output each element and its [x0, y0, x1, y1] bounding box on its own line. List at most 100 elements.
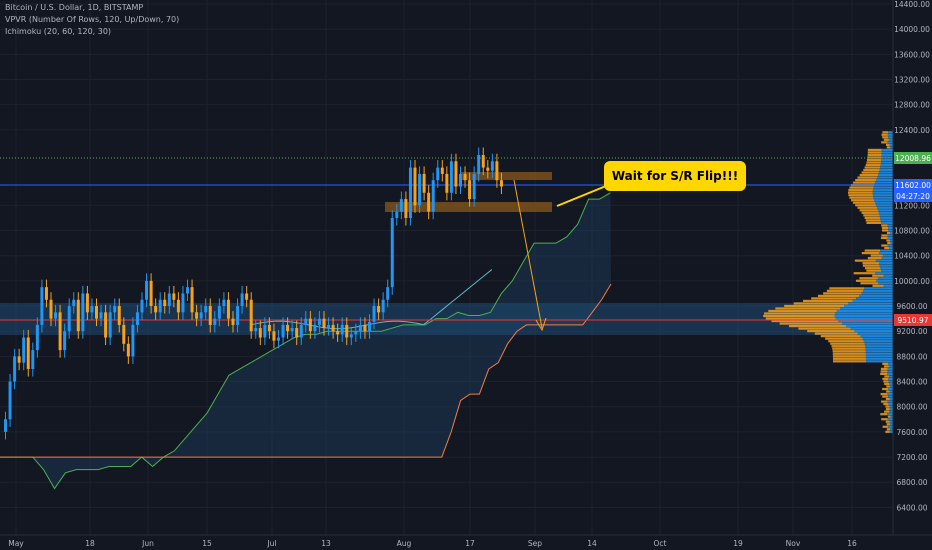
volume-bar-down	[886, 408, 890, 410]
volume-bar-down	[863, 262, 880, 264]
volume-bar-down	[883, 380, 888, 382]
y-tick-label: 8400.00	[896, 378, 927, 387]
volume-bar-down	[862, 171, 879, 173]
candle-body	[150, 281, 153, 306]
candle-body	[68, 306, 71, 331]
volume-bar-down	[887, 428, 890, 430]
volume-bar-down	[829, 287, 864, 289]
y-tick-label: 10400.00	[894, 252, 930, 261]
candle-body	[286, 325, 289, 331]
volume-bar-up	[888, 134, 893, 136]
volume-bar-down	[865, 249, 881, 251]
volume-bar-up	[858, 333, 893, 335]
legend-ichimoku[interactable]: Ichimoku (20, 60, 120, 30)	[5, 26, 179, 38]
volume-bar-up	[859, 295, 893, 297]
volume-bar-up	[880, 267, 893, 269]
volume-bar-down	[884, 411, 889, 413]
volume-bar-down	[818, 295, 859, 297]
volume-bar-down	[821, 335, 861, 337]
candle-body	[59, 312, 62, 350]
volume-bar-up	[889, 247, 893, 249]
volume-bar-up	[879, 171, 893, 173]
candle-body	[31, 350, 34, 369]
volume-bar-down	[881, 400, 888, 402]
candle-body	[354, 331, 357, 334]
volume-bar-up	[877, 207, 893, 209]
volume-bar-down	[863, 214, 879, 216]
x-tick-label: Jul	[266, 539, 276, 548]
y-tick-label: 9600.00	[896, 302, 927, 311]
volume-bar-down	[888, 416, 891, 418]
volume-bar-down	[884, 383, 889, 385]
volume-bar-up	[888, 229, 893, 231]
callout-text: Wait for S/R Flip!!!	[612, 169, 738, 183]
volume-bar-up	[879, 265, 893, 267]
candle-body	[168, 293, 171, 306]
y-tick-label: 10000.00	[894, 277, 930, 286]
volume-bar-down	[881, 224, 887, 226]
volume-bar-down	[833, 355, 866, 357]
volume-bar-up	[878, 282, 893, 284]
legend-vpvr[interactable]: VPVR (Number Of Rows, 120, Up/Down, 70)	[5, 14, 179, 26]
volume-bar-up	[878, 174, 893, 176]
volume-bar-up	[889, 365, 893, 367]
volume-bar-up	[866, 348, 893, 350]
candle-body	[4, 419, 7, 432]
candle-body	[477, 155, 480, 174]
candle-body	[336, 331, 339, 334]
candle-body	[213, 319, 216, 325]
y-tick-label: 10800.00	[894, 227, 930, 236]
volume-bar-down	[884, 375, 889, 377]
candle-body	[200, 312, 203, 318]
volume-bar-up	[889, 139, 893, 141]
volume-bar-up	[882, 149, 893, 151]
candle-body	[500, 180, 503, 186]
volume-bar-down	[884, 247, 889, 249]
candle-body	[468, 180, 471, 199]
volume-bar-down	[881, 370, 888, 372]
volume-bar-down	[833, 360, 866, 362]
volume-bar-down	[848, 194, 873, 196]
x-tick-label: Sep	[528, 539, 542, 548]
candle-body	[473, 174, 476, 199]
candle-body	[418, 174, 421, 205]
volume-bar-up	[873, 189, 893, 191]
candle-body	[400, 199, 403, 212]
volume-bar-down	[780, 322, 842, 324]
candle-body	[359, 325, 362, 331]
x-tick-label: 16	[847, 539, 857, 548]
volume-bar-up	[887, 413, 893, 415]
volume-bar-down	[887, 242, 890, 244]
candle-body	[127, 344, 130, 357]
candle-body	[391, 218, 394, 287]
countdown-label: 04:27:20	[896, 192, 930, 201]
candle-body	[436, 168, 439, 181]
volume-bar-down	[857, 176, 877, 178]
volume-bar-up	[881, 161, 893, 163]
volume-bar-down	[860, 174, 878, 176]
volume-bar-down	[766, 317, 836, 319]
candle-body	[159, 300, 162, 313]
candle-body	[291, 328, 294, 331]
volume-bar-down	[868, 151, 882, 153]
volume-bar-down	[881, 368, 888, 370]
candle-body	[345, 325, 348, 338]
candle-body	[136, 312, 139, 325]
volume-bar-down	[886, 421, 890, 423]
candle-body	[368, 322, 371, 331]
candle-body	[95, 306, 98, 319]
volume-bar-up	[888, 136, 893, 138]
x-tick-label: 19	[733, 539, 743, 548]
volume-bar-down	[866, 219, 881, 221]
candle-body	[268, 325, 271, 331]
volume-bar-down	[881, 141, 887, 143]
volume-bar-up	[876, 280, 893, 282]
volume-bar-up	[882, 151, 893, 153]
legend-symbol[interactable]: Bitcoin / U.S. Dollar, 1D, BITSTAMP	[5, 2, 179, 14]
y-tick-label: 6800.00	[896, 478, 927, 487]
volume-bar-down	[811, 297, 856, 299]
volume-bar-up	[887, 373, 893, 375]
volume-bar-up	[887, 370, 893, 372]
volume-bar-up	[890, 431, 893, 433]
